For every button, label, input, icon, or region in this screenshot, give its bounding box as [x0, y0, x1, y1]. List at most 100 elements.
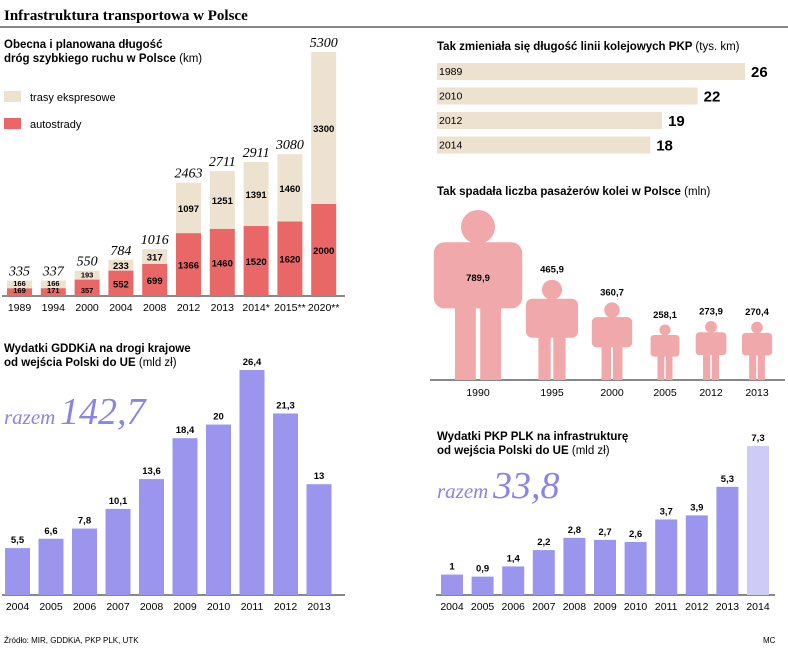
x-tick-label: 2012 [699, 387, 723, 399]
page-title: Infrastruktura transportowa w Polsce [4, 8, 248, 24]
x-tick-label: 2000 [75, 302, 99, 314]
passengers-title-text: Tak spadała liczba pasażerów kolei w Pol… [437, 186, 681, 198]
figure-right-leg [613, 345, 623, 380]
gddkia-bar [105, 508, 131, 595]
figure-left-leg [601, 345, 611, 380]
x-tick-label: 2004 [109, 302, 133, 314]
x-tick-label: 1990 [466, 387, 490, 399]
x-tick-label: 1989 [8, 302, 32, 314]
figure-torso [695, 332, 727, 356]
expressway-bar [74, 270, 100, 280]
bar-value-label: 2,6 [629, 529, 642, 540]
total-label: 2463 [175, 167, 203, 182]
total-label: 337 [42, 264, 65, 279]
source-note: Źródło: MIR, GDDKiA, PKP PLK, UTK [4, 636, 139, 645]
gddkia-bar [306, 484, 332, 595]
plk-bar [594, 539, 616, 595]
expressway-bar [277, 154, 303, 222]
plk-chart: 1 2004 0,9 2005 1,4 2006 2,2 2007 2,8 2008 2,7 2009… [436, 433, 775, 613]
total-label: 3080 [275, 138, 304, 153]
expressway-bar [209, 171, 235, 229]
plk-bar [441, 574, 463, 595]
figure-value-label: 789,9 [466, 273, 490, 284]
expressway-bar [243, 161, 269, 227]
x-tick-label: 2005 [39, 601, 63, 613]
expressway-value-label: 166 [47, 279, 60, 288]
x-tick-label: 2006 [73, 601, 97, 613]
passenger-figure [525, 279, 579, 380]
expressway-value-label: 317 [147, 253, 163, 264]
expressway-value-label: 193 [81, 271, 94, 280]
bar-value-label: 20 [213, 412, 224, 423]
x-tick-label: 2005 [653, 387, 677, 399]
x-tick-label: 2009 [593, 601, 617, 613]
motorway-bar [243, 226, 269, 296]
gddkia-bar [206, 424, 231, 595]
rail-length-title: Tak zmieniała się długość linii kolejowy… [437, 41, 740, 53]
figure-right-leg [665, 354, 673, 380]
figure-right-leg [711, 353, 719, 380]
bar-value-label: 2,2 [537, 537, 550, 548]
gddkia-bar [5, 548, 30, 595]
plk-bar [563, 537, 586, 595]
figure-value-label: 360,7 [600, 288, 624, 299]
total-label: 335 [8, 265, 30, 280]
expressway-value-label: 1391 [246, 190, 268, 201]
plk-bar [716, 486, 739, 595]
passenger-figure [433, 210, 523, 380]
gddkia-chart: 5,5 2004 6,6 2005 7,8 2006 10,1 2007 13,6 2008 18,… [2, 357, 345, 613]
figure-left-leg [538, 335, 551, 380]
bar-value-label: 2,8 [568, 525, 581, 536]
rail-length-unit: (tys. km) [695, 41, 739, 53]
bar-value-label: 18 [656, 138, 673, 155]
expressway-value-label: 1251 [212, 196, 234, 207]
bar-value-label: 6,6 [44, 526, 57, 537]
motorway-bar [40, 288, 66, 296]
bar-value-label: 13 [314, 471, 325, 482]
rail-length-bar [437, 87, 698, 105]
legend-expressway: trasy ekspresowe [30, 92, 116, 104]
x-tick-label: 2006 [502, 601, 526, 613]
expressway-bar [142, 249, 168, 264]
expressway-bar [311, 52, 337, 204]
motorway-bar [209, 228, 235, 296]
bar-value-label: 0,9 [476, 564, 489, 575]
motorway-bar [142, 263, 168, 296]
plk-bar [532, 550, 555, 595]
bar-value-label: 2,7 [598, 527, 611, 538]
figure-head [659, 324, 671, 336]
plk-total-label: razem [437, 479, 488, 503]
passenger-figure [650, 324, 680, 380]
rail-length-bar [437, 112, 663, 129]
total-label: 2911 [243, 146, 270, 161]
x-tick-label: 2004 [440, 601, 464, 613]
plk-bar [685, 515, 708, 595]
total-label: 1016 [141, 233, 169, 248]
motorway-value-label: 699 [147, 276, 163, 287]
motorway-bar [176, 233, 201, 296]
rail-length-title-text: Tak zmieniała się długość linii kolejowy… [437, 41, 693, 53]
expressway-bar [108, 259, 134, 271]
gddkia-bar [139, 479, 164, 595]
roads-title-line2: dróg szybkiego ruchu w Polsce [4, 53, 176, 65]
expressway-value-label: 166 [13, 279, 26, 288]
x-tick-label: 2013 [745, 387, 769, 399]
motorway-bar [108, 270, 134, 296]
figure-torso [741, 332, 773, 356]
figure-value-label: 270,4 [745, 307, 769, 318]
x-tick-label: 2011 [241, 601, 264, 613]
x-tick-label: 2007 [532, 601, 556, 613]
x-tick-label: 1995 [540, 387, 564, 399]
passengers-chart: 789,9 1990 465,9 1995 360,7 2000 258,1 2005 273,… [430, 210, 785, 399]
motorway-value-label: 357 [81, 286, 94, 295]
motorway-bar [277, 221, 303, 296]
x-tick-label: 2007 [106, 601, 130, 613]
x-tick-label: 2000 [600, 387, 624, 399]
figure-right-leg [757, 353, 765, 380]
x-tick-label: 2008 [140, 601, 164, 613]
gddkia-title-line2: od wejścia Polski do UE [4, 357, 136, 369]
bar-value-label: 5,3 [721, 474, 734, 485]
rail-length-bar [437, 63, 745, 80]
y-tick-label: 2012 [439, 115, 463, 127]
gddkia-bar [172, 438, 198, 595]
